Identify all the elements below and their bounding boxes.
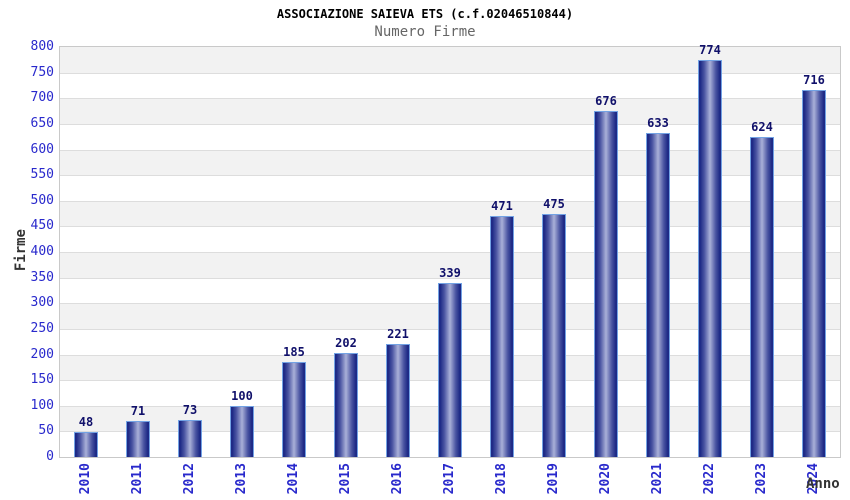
x-tick-2020: 2020 xyxy=(598,463,613,495)
gridline xyxy=(60,226,840,228)
bar-2017 xyxy=(438,283,462,457)
chart-subtitle: Numero Firme xyxy=(374,24,476,40)
plot-band xyxy=(60,175,840,201)
y-tick-250: 250 xyxy=(30,320,54,336)
bar-2023 xyxy=(750,137,774,457)
bar-2012 xyxy=(178,420,202,457)
bar-value-2017: 339 xyxy=(439,266,461,280)
bar-2013 xyxy=(230,406,254,457)
x-tick-2014: 2014 xyxy=(286,463,301,495)
y-tick-300: 300 xyxy=(30,295,54,311)
plot-band xyxy=(60,226,840,252)
bar-value-2013: 100 xyxy=(231,389,253,403)
x-tick-2019: 2019 xyxy=(546,463,561,495)
y-tick-800: 800 xyxy=(30,39,54,54)
bar-value-2016: 221 xyxy=(387,327,409,341)
x-tick-2013: 2013 xyxy=(234,463,249,495)
bar-value-2019: 475 xyxy=(543,197,565,211)
y-tick-400: 400 xyxy=(30,244,54,259)
bar-value-2018: 471 xyxy=(491,199,513,213)
y-tick-450: 450 xyxy=(30,218,54,234)
bar-2021 xyxy=(646,133,670,457)
bar-value-2010: 48 xyxy=(78,415,94,429)
x-tick-2023: 2023 xyxy=(754,463,769,495)
bar-2024 xyxy=(802,90,826,457)
plot-area xyxy=(59,46,841,458)
bar-2022 xyxy=(698,60,722,457)
bar-2011 xyxy=(126,421,150,457)
bar-value-2022: 774 xyxy=(699,43,721,57)
bar-2019 xyxy=(542,214,566,457)
gridline xyxy=(60,149,840,151)
y-tick-500: 500 xyxy=(30,192,54,208)
x-tick-2018: 2018 xyxy=(494,463,509,495)
gridline xyxy=(60,200,840,202)
bar-value-2024: 716 xyxy=(803,73,825,87)
x-tick-2012: 2012 xyxy=(182,463,197,495)
plot-band xyxy=(60,123,840,150)
x-tick-2016: 2016 xyxy=(390,463,405,495)
bar-value-2011: 71 xyxy=(130,404,146,418)
y-tick-50: 50 xyxy=(38,423,54,439)
y-tick-550: 550 xyxy=(30,167,54,183)
plot-band xyxy=(60,98,840,124)
gridline xyxy=(60,277,840,279)
y-tick-350: 350 xyxy=(30,269,54,285)
bar-value-2021: 633 xyxy=(647,116,669,130)
y-tick-650: 650 xyxy=(30,115,54,131)
x-axis-label: Anno xyxy=(806,476,840,492)
gridline xyxy=(60,98,840,100)
y-tick-100: 100 xyxy=(30,397,54,413)
bar-value-2020: 676 xyxy=(595,94,617,108)
plot-band xyxy=(60,149,840,176)
y-tick-600: 600 xyxy=(30,141,54,157)
y-tick-700: 700 xyxy=(30,90,54,106)
bar-value-2014: 185 xyxy=(283,345,305,359)
x-tick-2010: 2010 xyxy=(78,463,93,495)
gridline xyxy=(60,72,840,74)
y-tick-0: 0 xyxy=(46,449,54,464)
x-tick-2022: 2022 xyxy=(702,463,717,495)
bar-2016 xyxy=(386,344,410,457)
bar-2015 xyxy=(334,353,358,457)
bar-value-2015: 202 xyxy=(335,336,357,350)
bar-value-2023: 624 xyxy=(751,120,773,134)
gridline xyxy=(60,252,840,253)
chart-title: ASSOCIAZIONE SAIEVA ETS (c.f.02046510844… xyxy=(276,7,574,21)
bar-value-2012: 73 xyxy=(182,403,198,417)
gridline xyxy=(60,175,840,177)
x-tick-2015: 2015 xyxy=(338,463,353,495)
y-tick-150: 150 xyxy=(30,372,54,388)
plot-band xyxy=(60,72,840,99)
plot-band xyxy=(60,200,840,227)
y-tick-750: 750 xyxy=(30,64,54,80)
x-tick-2021: 2021 xyxy=(650,463,665,495)
bar-2014 xyxy=(282,362,306,457)
x-tick-2011: 2011 xyxy=(130,463,145,495)
bar-2018 xyxy=(490,216,514,457)
y-tick-200: 200 xyxy=(30,346,54,362)
bar-2020 xyxy=(594,111,618,457)
bar-2010 xyxy=(74,432,98,457)
x-tick-2017: 2017 xyxy=(442,463,457,495)
gridline xyxy=(60,123,840,125)
